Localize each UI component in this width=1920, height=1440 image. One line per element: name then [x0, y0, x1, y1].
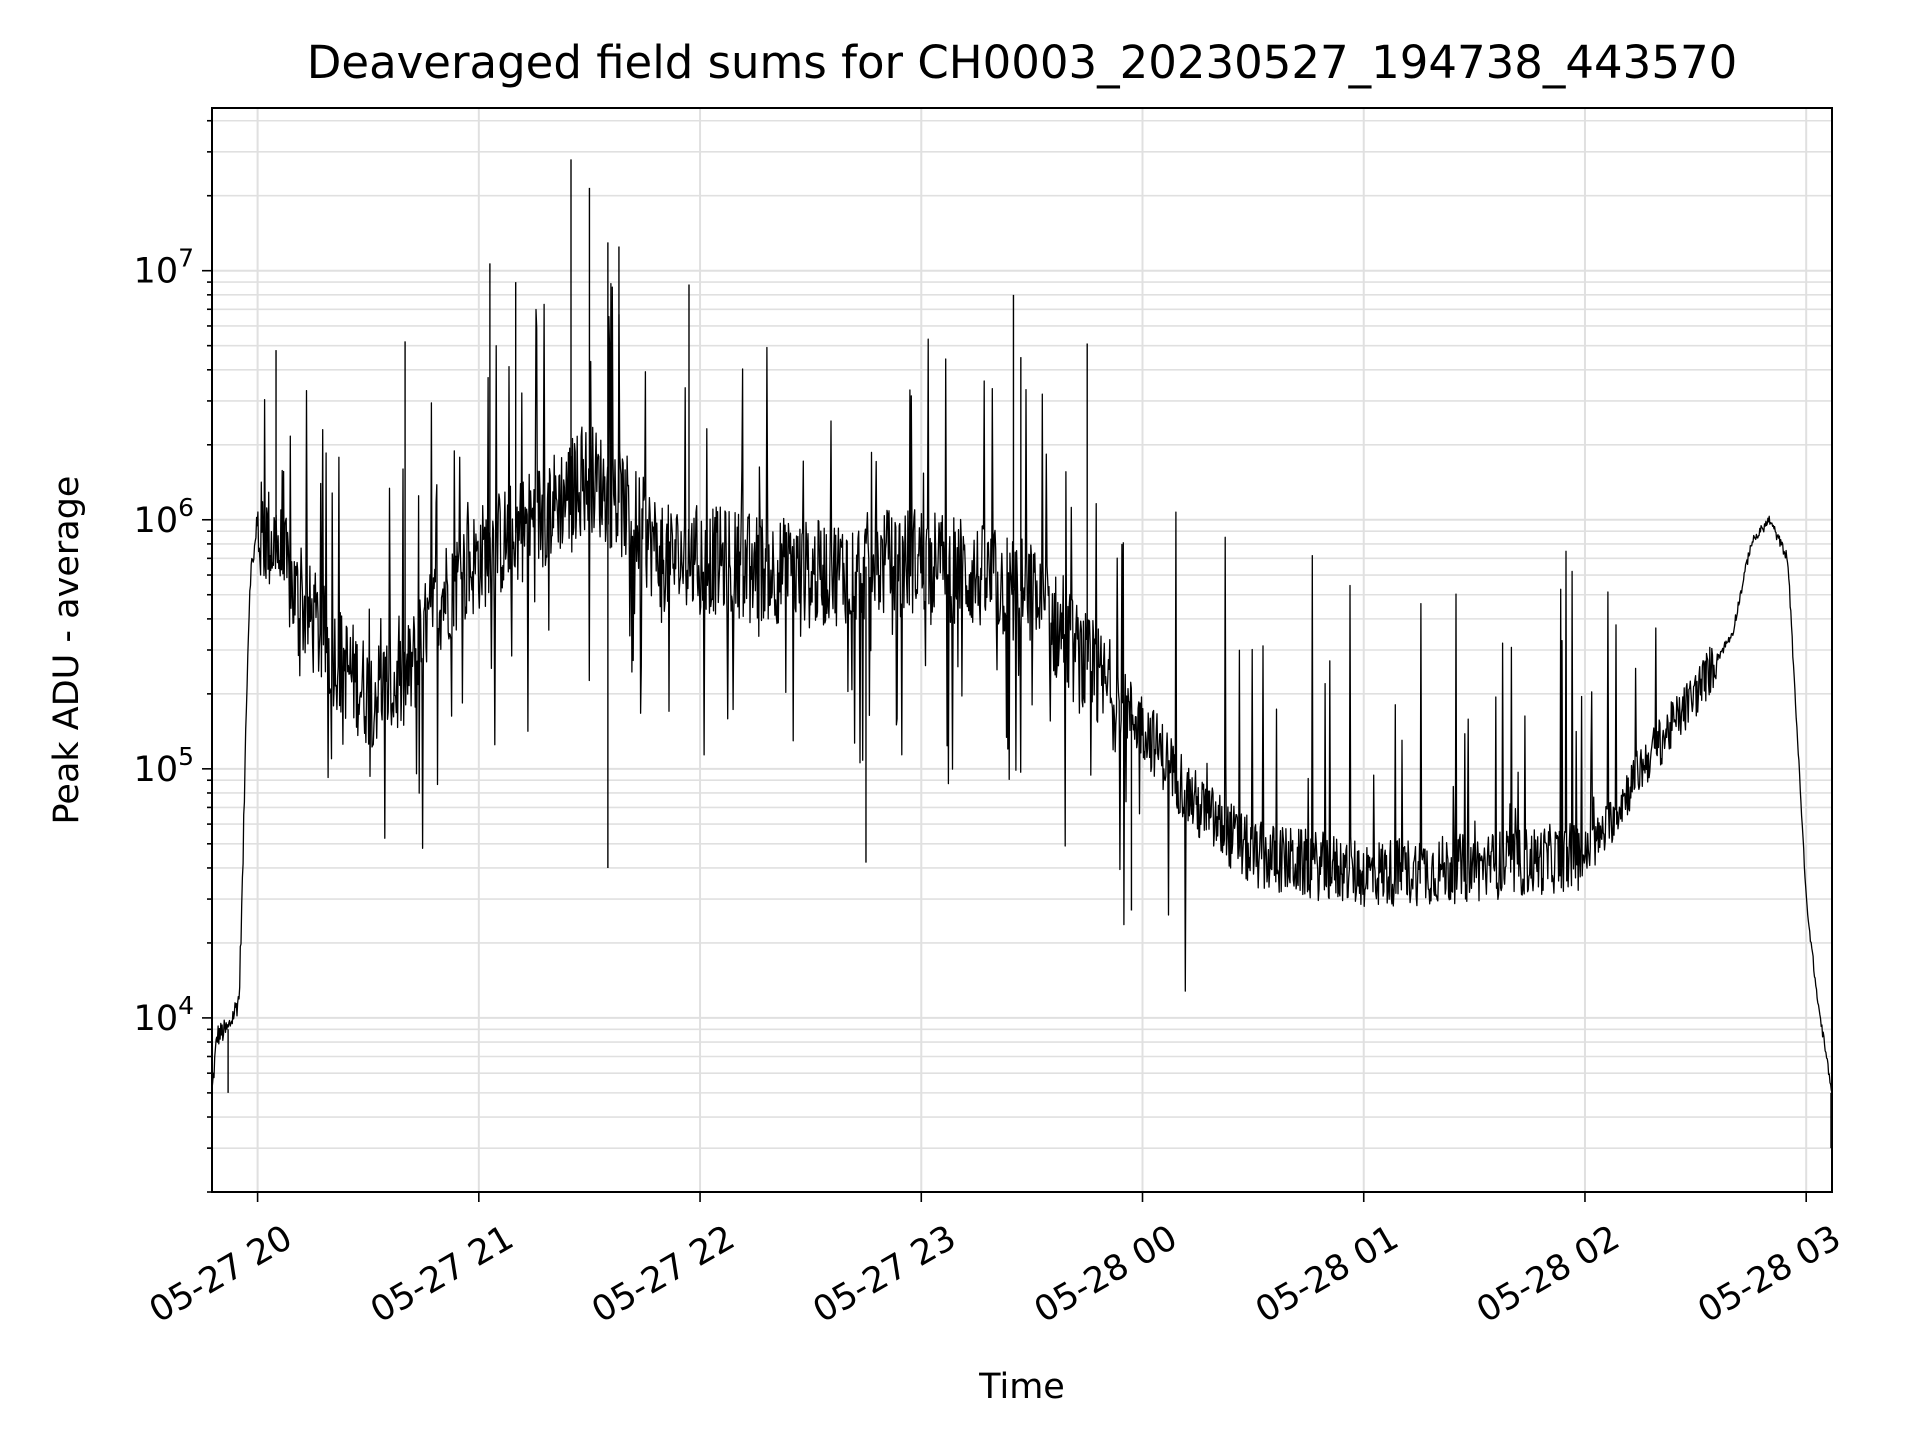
- y-axis-label: Peak ADU - average: [47, 476, 87, 825]
- y-tick-label: 106: [134, 493, 194, 541]
- y-tick-label: 107: [134, 244, 194, 292]
- grid: [212, 108, 1832, 1193]
- x-axis-label: Time: [978, 1367, 1065, 1407]
- y-tick-label: 105: [134, 742, 194, 790]
- y-tick-label: 104: [134, 991, 194, 1039]
- series: [211, 159, 1833, 1149]
- series-line: [211, 282, 1833, 1093]
- chart-title: Deaveraged field sums for CH0003_2023052…: [307, 36, 1737, 89]
